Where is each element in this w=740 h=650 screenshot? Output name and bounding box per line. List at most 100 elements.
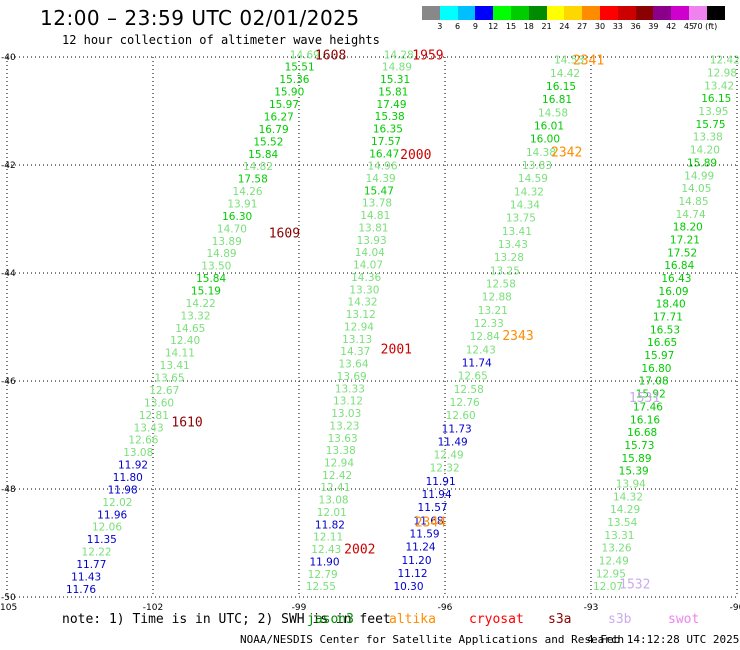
wave-height-label: 11.92: [118, 460, 148, 472]
colorbar-swatch: [528, 6, 547, 20]
wave-height-label: 16.84: [664, 260, 694, 272]
wave-height-label: 14.82: [243, 161, 273, 173]
generated-timestamp: 4 Feb 14:12:28 UTC 2025: [587, 633, 740, 646]
colorbar-swatch: [564, 6, 583, 20]
wave-height-label: 14.36: [351, 272, 381, 284]
wave-height-label: 14.69: [290, 49, 320, 61]
wave-height-label: 16.65: [647, 337, 677, 349]
wave-height-label: 13.25: [490, 265, 520, 277]
wave-height-label: 12.94: [324, 458, 354, 470]
pass-time-label: 2344: [415, 515, 446, 530]
wave-height-label: 13.81: [358, 222, 388, 234]
colorbar-swatch: [457, 6, 476, 20]
wave-height-label: 13.41: [160, 360, 190, 372]
wave-height-label: 12.98: [707, 68, 737, 80]
pass-time-label: 1532: [619, 578, 650, 593]
wave-height-label: 14.07: [353, 260, 383, 272]
wave-height-label: 12.58: [486, 278, 516, 290]
wave-height-label: 14.34: [510, 199, 540, 211]
wave-height-label: 12.49: [599, 556, 629, 568]
wave-height-label: 14.59: [518, 173, 548, 185]
chart-title: 12:00 – 23:59 UTC 02/01/2025: [40, 6, 360, 30]
pass-time-label: 2001: [381, 343, 412, 358]
wave-height-label: 13.60: [144, 397, 174, 409]
wave-height-label: 13.21: [478, 305, 508, 317]
satellite-s3b: s3b: [608, 612, 632, 627]
wave-height-label: 12.84: [470, 331, 500, 343]
pass-time-label: 2341: [573, 54, 604, 69]
colorbar-tick: 39: [648, 22, 659, 31]
wave-height-label: 13.65: [154, 373, 184, 385]
satellite-jason3: jason3: [307, 612, 354, 627]
wave-height-label: 14.96: [367, 161, 397, 173]
wave-height-label: 14.29: [610, 504, 640, 516]
wave-height-label: 13.43: [134, 422, 164, 434]
wave-height-label: 16.30: [222, 211, 252, 223]
wave-height-label: 15.19: [191, 286, 221, 298]
colorbar-tick: 45: [683, 22, 695, 31]
wave-height-label: 16.15: [546, 81, 576, 93]
colorbar-tick: 36: [630, 22, 641, 31]
x-tick-label: -99: [292, 603, 307, 613]
colorbar-swatch: [617, 6, 636, 20]
wave-height-label: 15.89: [687, 157, 717, 169]
wave-height-label: 15.89: [621, 453, 651, 465]
wave-height-label: 17.46: [633, 401, 663, 413]
y-tick-label: -44: [1, 269, 16, 279]
colorbar-swatch: [475, 6, 494, 20]
wave-height-label: 12.95: [596, 568, 626, 580]
wave-height-label: 14.99: [684, 170, 714, 182]
wave-height-label: 14.22: [186, 298, 216, 310]
wave-height-label: 12.60: [446, 410, 476, 422]
pass-time-label: 2342: [551, 146, 582, 161]
colorbar-swatch: [439, 6, 458, 20]
satellite-swot: swot: [668, 612, 700, 627]
wave-height-label: 12.79: [308, 569, 338, 581]
wave-height-label: 13.12: [346, 309, 376, 321]
wave-height-label: 13.91: [227, 198, 257, 210]
wave-height-label: 16.79: [259, 124, 289, 136]
pass-time-label: 1531: [629, 391, 660, 406]
wave-height-label: 13.30: [349, 284, 379, 296]
wave-height-label: 12.41: [320, 482, 350, 494]
wave-height-label: 12.94: [344, 321, 374, 333]
wave-height-label: 18.20: [673, 222, 703, 234]
footnote: note: 1) Time is in UTC; 2) SWH is in fe…: [62, 612, 391, 627]
wave-height-label: 13.28: [494, 252, 524, 264]
wave-height-label: 12.42: [322, 470, 352, 482]
colorbar-swatch: [706, 6, 725, 20]
wave-height-label: 11.49: [438, 436, 468, 448]
x-tick-label: -102: [143, 603, 163, 613]
wave-height-label: 14.37: [340, 346, 370, 358]
y-tick-label: -40: [1, 53, 16, 63]
wave-height-label: 12.43: [466, 344, 496, 356]
wave-height-label: 16.68: [627, 427, 657, 439]
pass-time-label: 2343: [502, 329, 533, 344]
wave-height-label: 11.76: [66, 584, 96, 596]
colorbar-tick: 27: [577, 22, 588, 31]
wave-height-label: 14.74: [676, 209, 706, 221]
wave-height-label: 13.94: [616, 478, 646, 490]
wave-height-label: 16.00: [530, 134, 560, 146]
wave-height-label: 15.51: [285, 62, 315, 74]
wave-height-label: 14.89: [382, 62, 412, 74]
y-tick-label: -50: [1, 593, 16, 603]
wave-height-label: 14.04: [355, 247, 385, 259]
colorbar-swatch: [422, 6, 440, 20]
x-tick-label: -93: [584, 603, 599, 613]
credit-line: NOAA/NESDIS Center for Satellite Applica…: [240, 633, 625, 646]
colorbar-swatch: [511, 6, 529, 20]
wave-height-label: 13.41: [502, 226, 532, 238]
wave-height-label: 13.54: [607, 517, 637, 529]
wave-height-label: 13.23: [329, 420, 359, 432]
wave-height-label: 11.59: [410, 529, 440, 541]
wave-height-label: 12.42: [710, 55, 740, 67]
wave-height-label: 11.68: [414, 515, 444, 527]
x-tick-label: -105: [0, 603, 17, 613]
colorbar-swatch: [671, 6, 689, 20]
colorbar-tick: 9: [472, 22, 478, 31]
colorbar-tick: 3: [437, 22, 443, 31]
wave-height-label: 13.78: [362, 198, 392, 210]
wave-height-label: 13.26: [602, 543, 632, 555]
